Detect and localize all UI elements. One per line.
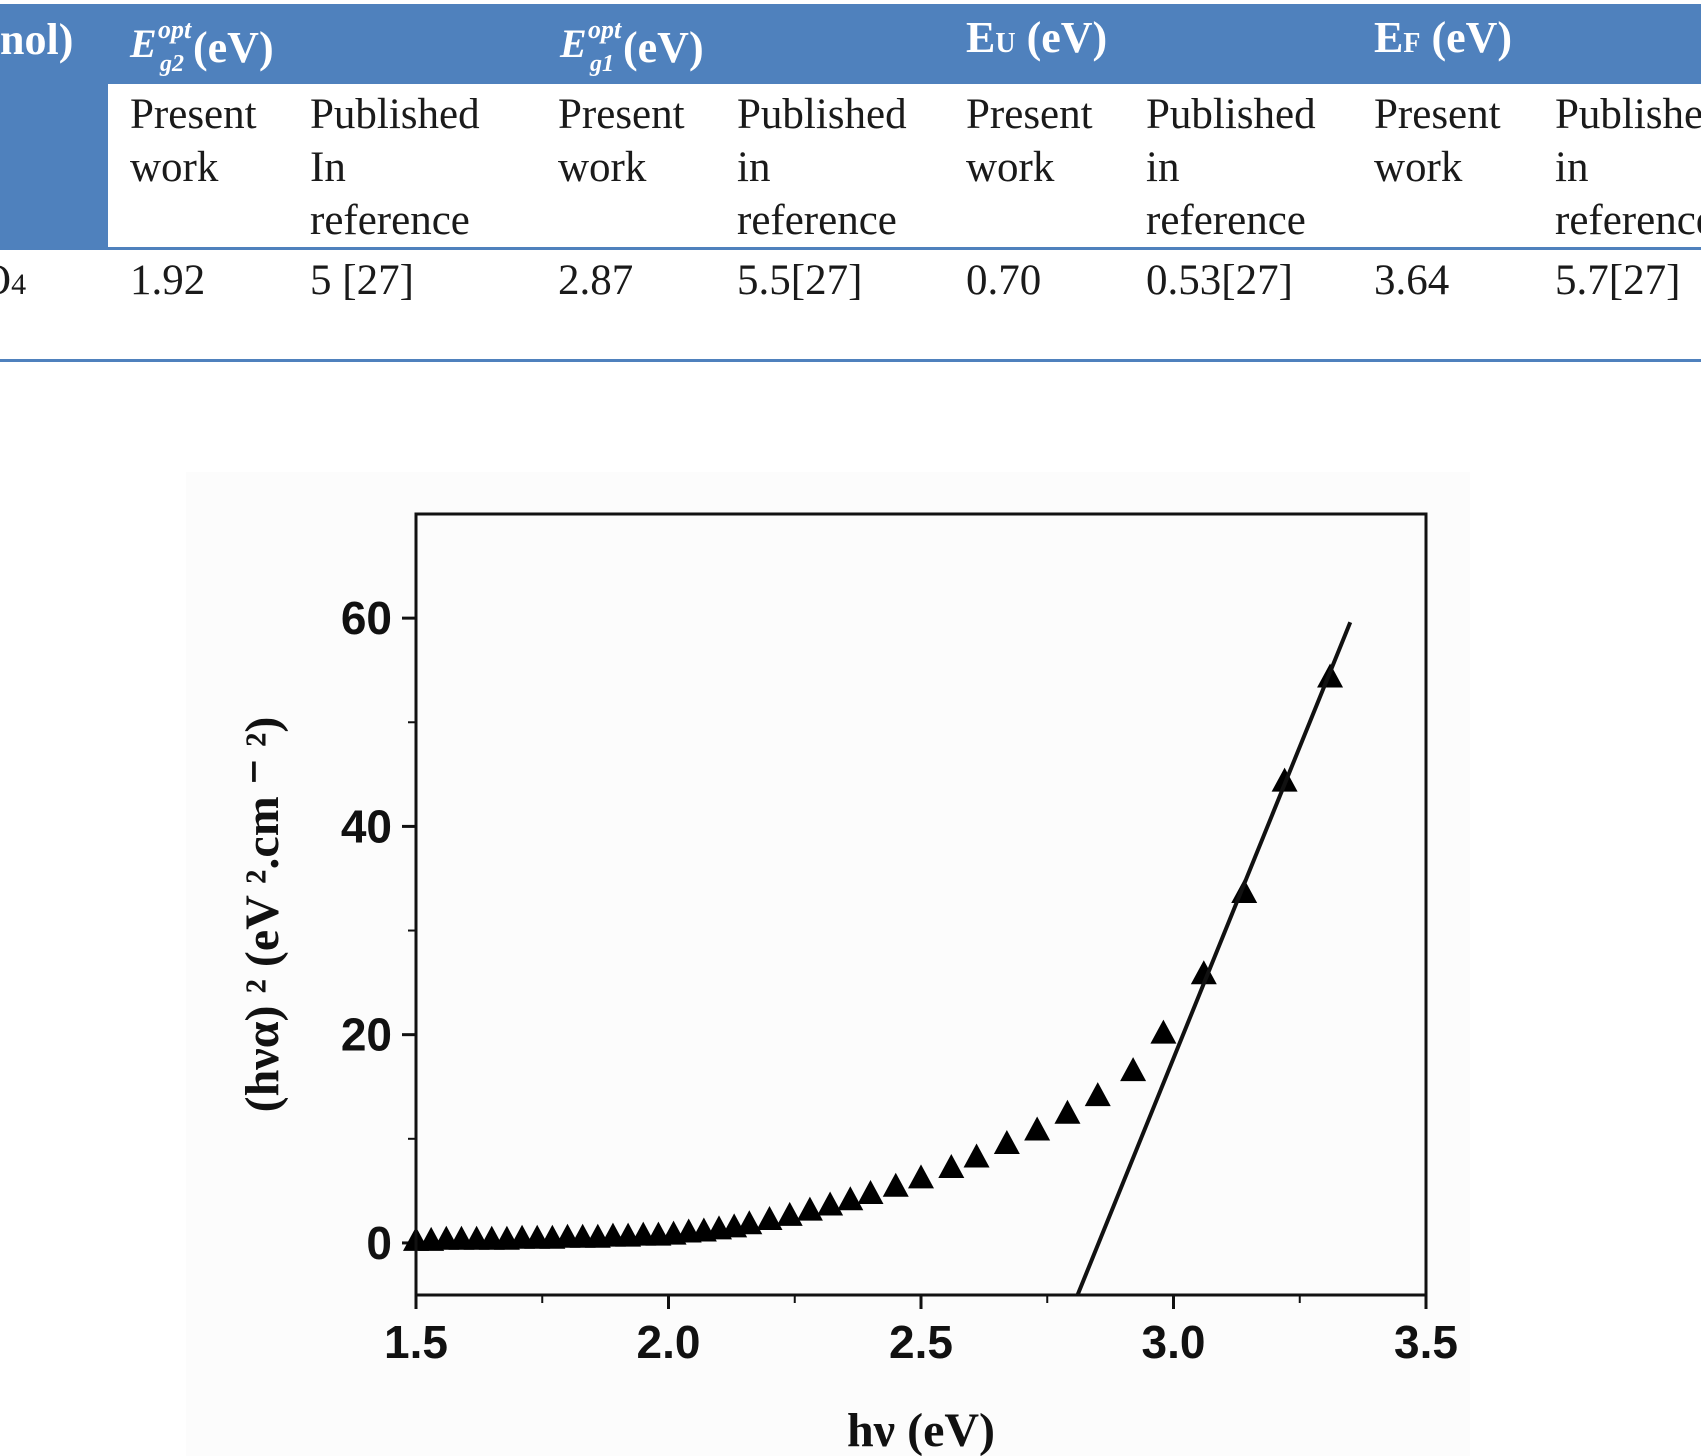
y-tick-label: 60 (341, 592, 392, 644)
header-ef: EF (eV) (1374, 13, 1513, 62)
data-point (796, 1196, 823, 1221)
data-point (993, 1130, 1020, 1155)
data-point (882, 1172, 909, 1197)
subheader-published: Published in reference (737, 91, 907, 244)
value-eg2-present: 1.92 (130, 257, 206, 304)
value-eu-present: 0.70 (966, 257, 1042, 304)
y-tick-label: 0 (366, 1217, 392, 1269)
subheader-present-work: Present work (1374, 91, 1501, 191)
subheader-present-work: Present work (966, 91, 1093, 191)
table-row-divider (0, 247, 1701, 250)
data-point (756, 1206, 783, 1231)
table-stub-column (0, 84, 108, 248)
x-axis-ticks: 1.5 2.0 2.5 3.0 3.5 (384, 1295, 1458, 1368)
data-point (817, 1191, 844, 1216)
x-tick-label: 3.5 (1394, 1316, 1458, 1368)
subheader-present-work: Present work (558, 91, 685, 191)
data-point (857, 1179, 884, 1204)
data-point (1084, 1082, 1111, 1107)
data-point (908, 1164, 934, 1189)
data-point (776, 1201, 803, 1226)
x-tick-label: 3.0 (1142, 1316, 1206, 1368)
y-axis-label: (hνα) ² (eV ².cm ⁻ ²) (236, 717, 289, 1113)
data-point (1024, 1116, 1051, 1141)
x-axis-label: hν (eV) (847, 1404, 995, 1456)
header-eu: EU (eV) (966, 13, 1108, 62)
subheader-present-work: Present work (130, 91, 257, 191)
value-eu-published: 0.53[27] (1146, 257, 1293, 304)
table-header-band (0, 4, 1701, 84)
row-compound-label: O4 (0, 257, 27, 304)
header-symbol-column: nol) (0, 15, 74, 64)
value-ef-present: 3.64 (1374, 257, 1450, 304)
table-bottom-border (0, 359, 1701, 362)
subheader-published: Published in reference (1146, 91, 1316, 244)
y-axis-ticks: 0 20 40 60 (341, 592, 416, 1269)
y-tick-label: 40 (341, 800, 392, 852)
value-eg1-present: 2.87 (558, 257, 634, 304)
data-point (736, 1210, 763, 1235)
figure-background (186, 472, 1470, 1456)
x-tick-label: 2.5 (889, 1316, 953, 1368)
data-point (1120, 1057, 1147, 1082)
data-point (1190, 960, 1217, 985)
value-ef-published: 5.7[27] (1555, 257, 1681, 304)
data-point (938, 1153, 965, 1178)
x-tick-label: 2.0 (637, 1316, 701, 1368)
data-markers (403, 663, 1344, 1251)
value-eg1-published: 5.5[27] (737, 257, 863, 304)
data-point (1150, 1019, 1177, 1044)
linear-fit-line (1075, 621, 1353, 1296)
subheader-published: Published In reference (310, 91, 480, 244)
subheader-published: Published in reference (1555, 91, 1701, 244)
value-eg2-published: 5 [27] (310, 257, 414, 304)
data-point (963, 1143, 990, 1168)
data-point (1054, 1099, 1081, 1124)
y-tick-label: 20 (341, 1009, 392, 1061)
plot-frame (414, 512, 1428, 1297)
data-point (837, 1186, 864, 1211)
x-tick-label: 1.5 (384, 1316, 448, 1368)
